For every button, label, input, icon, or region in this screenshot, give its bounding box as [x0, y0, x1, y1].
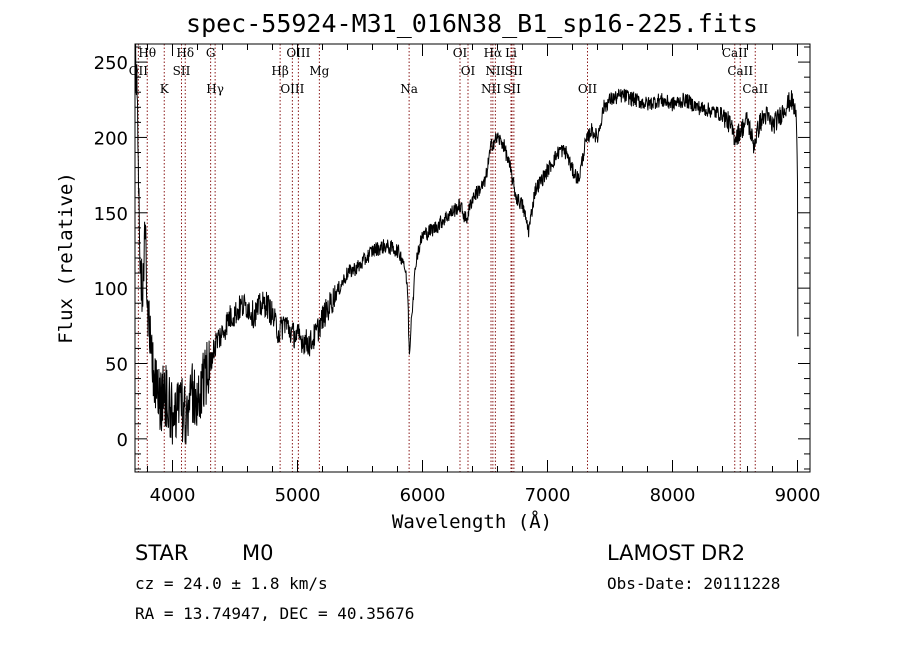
x-tick-label: 6000 — [400, 485, 446, 506]
x-axis-label: Wavelength (Å) — [392, 510, 552, 533]
spectral-line-label: CaII — [742, 82, 768, 96]
spectral-line-label: CaII — [722, 46, 748, 60]
spectral-line-label: Hβ — [271, 64, 288, 78]
coordinates: RA = 13.74947, DEC = 40.35676 — [135, 604, 414, 623]
spectral-line-label: Hγ — [206, 82, 224, 96]
x-axis-ticks: 4000 5000 6000 7000 8000 9000 — [147, 44, 821, 506]
spectral-line-label: Li — [505, 46, 517, 60]
survey-name: LAMOST DR2 — [607, 541, 745, 565]
spectral-line-label: SII — [503, 82, 521, 96]
spectral-line-label: Na — [400, 82, 418, 96]
object-class: STAR — [135, 541, 188, 565]
y-tick-label: 0 — [117, 430, 128, 451]
x-tick-label: 4000 — [150, 485, 196, 506]
spectral-line-label: OIII — [286, 46, 310, 60]
y-axis-ticks: 0 50 100 150 200 250 — [94, 46, 810, 470]
spectral-line-label: NII — [485, 64, 505, 78]
x-tick-label: 9000 — [775, 485, 821, 506]
spectral-line-label: Hθ — [138, 46, 156, 60]
chart-title: spec-55924-M31_016N38_B1_sp16-225.fits — [186, 9, 758, 38]
spectral-line-label: OIII — [280, 82, 304, 96]
spectral-line-label: Hα — [484, 46, 503, 60]
spectral-line-label: SII — [173, 64, 191, 78]
y-tick-label: 250 — [94, 53, 128, 74]
spectrum-series — [135, 43, 799, 445]
spectral-line-markers — [137, 44, 756, 472]
spectral-line-label: CaII — [727, 64, 753, 78]
redshift-value: cz = 24.0 ± 1.8 km/s — [135, 574, 328, 593]
y-axis-label: Flux (relative) — [55, 172, 77, 344]
spectral-line-label: OII — [129, 64, 149, 78]
spectral-line-label: G — [206, 46, 216, 60]
spectral-line-label: K — [160, 82, 170, 96]
spectral-line-label: Hδ — [176, 46, 194, 60]
x-tick-label: 7000 — [525, 485, 571, 506]
spectral-line-label: SII — [505, 64, 523, 78]
y-tick-label: 50 — [105, 354, 128, 375]
spectral-line-label: NII — [481, 82, 501, 96]
spectral-line-label: Mg — [309, 64, 329, 78]
spectral-line-labels: Hθ OII K Hδ SII Hγ G Hβ OIII OIII Mg Na OI OI NII Hα NII… — [129, 46, 769, 96]
object-subclass: M0 — [242, 541, 273, 565]
x-tick-label: 5000 — [275, 485, 321, 506]
spectral-line-label: OI — [453, 46, 468, 60]
x-tick-label: 8000 — [650, 485, 696, 506]
y-tick-label: 100 — [94, 279, 128, 300]
spectral-line-label: OI — [461, 64, 476, 78]
y-tick-label: 150 — [94, 204, 128, 225]
observation-date: Obs-Date: 20111228 — [607, 574, 780, 593]
spectral-line-label: OII — [578, 82, 598, 96]
y-tick-label: 200 — [94, 128, 128, 149]
